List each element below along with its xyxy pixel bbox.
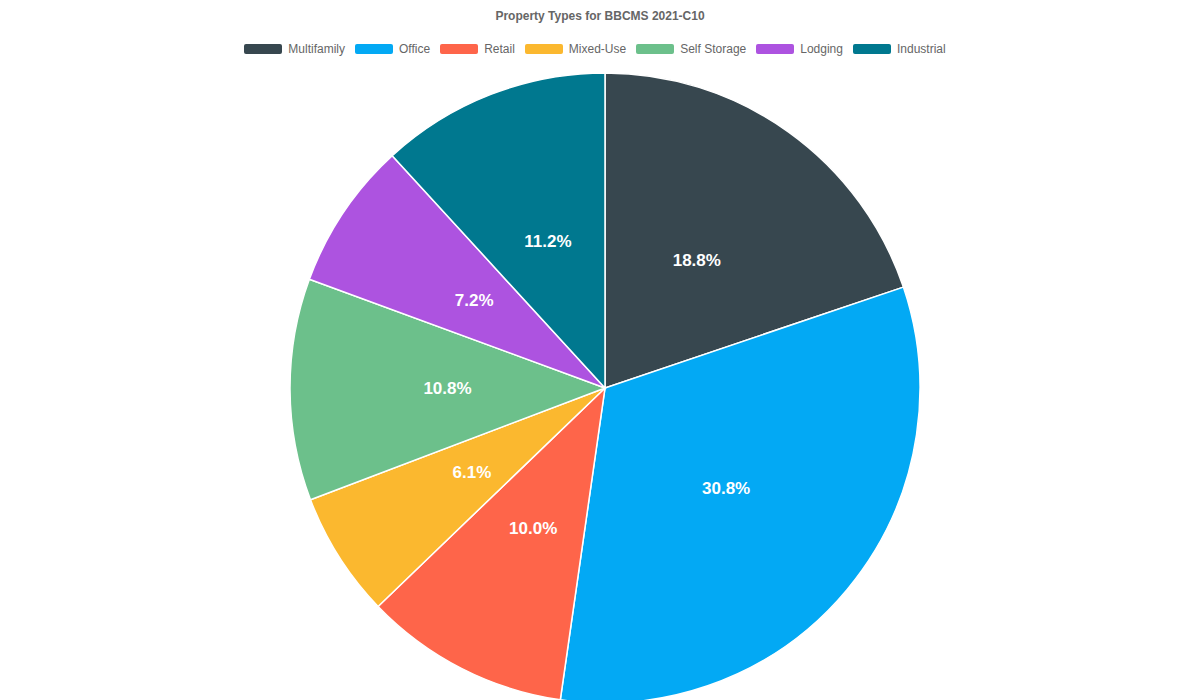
svg-text:10.8%: 10.8% [423,379,471,398]
html-text:Office: Office [399,42,431,56]
html-text:Retail: Retail [484,42,515,56]
html-text:Multifamily: Multifamily [288,42,345,56]
svg-text:18.8%: 18.8% [673,251,721,270]
svg-text:11.2%: 11.2% [524,232,571,251]
svg-text:7.2%: 7.2% [455,291,494,310]
html-text:Property Types for BBCMS 2021-: Property Types for BBCMS 2021-C10 [495,9,705,23]
html-text:Mixed-Use: Mixed-Use [568,42,627,56]
svg-text:30.8%: 30.8% [702,479,750,498]
html-text:Self Storage: Self Storage [680,42,747,56]
svg-text:10.0%: 10.0% [509,519,557,538]
html-text:Lodging: Lodging [800,42,843,56]
svg-text:6.1%: 6.1% [453,463,492,482]
html-text:Industrial: Industrial [897,42,946,56]
